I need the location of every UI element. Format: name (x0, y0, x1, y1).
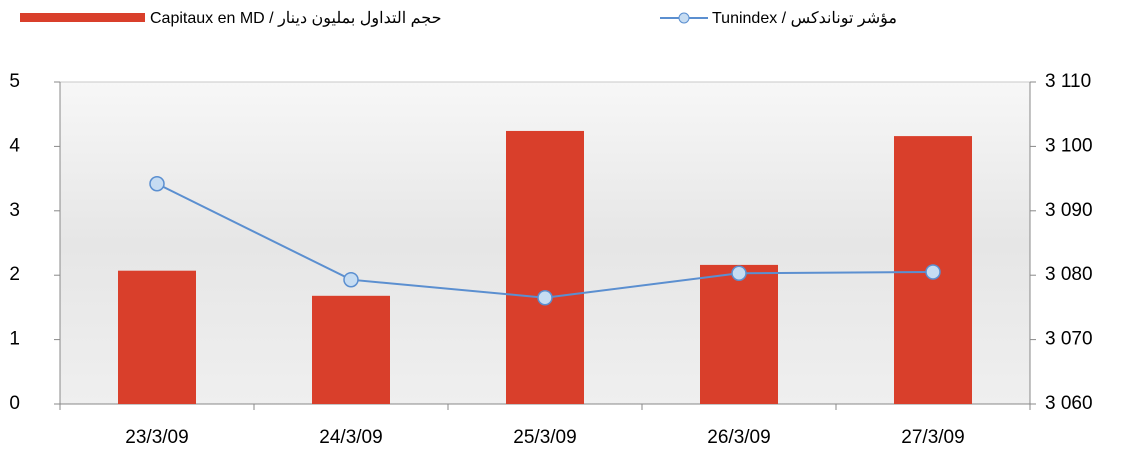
legend-label: Capitaux en MD / حجم التداول بمليون دينا… (150, 10, 441, 27)
y-tick-label: 2 (9, 264, 20, 285)
line-point (926, 265, 940, 279)
line-point (150, 177, 164, 191)
x-tick-label: 25/3/09 (513, 427, 576, 448)
y-tick-label: 3 (9, 200, 20, 221)
line-point (732, 266, 746, 280)
legend-swatch (20, 13, 145, 22)
x-tick-label: 24/3/09 (319, 427, 382, 448)
bar (118, 271, 196, 404)
y-tick-label: 5 (9, 71, 20, 92)
bar (700, 265, 778, 404)
bar (506, 131, 584, 404)
y2-tick-label: 3 070 (1045, 329, 1093, 350)
y2-tick-label: 3 060 (1045, 393, 1093, 414)
legend: Capitaux en MD / حجم التداول بمليون دينا… (20, 10, 897, 27)
legend-swatch (679, 13, 689, 23)
line-point (538, 291, 552, 305)
bar (312, 296, 390, 404)
y-tick-label: 4 (9, 135, 20, 156)
y2-tick-label: 3 110 (1045, 71, 1091, 92)
x-tick-label: 26/3/09 (707, 427, 770, 448)
y2-tick-label: 3 080 (1045, 264, 1093, 285)
legend-label: Tunindex / مؤشر توناندكس (712, 10, 897, 27)
y-tick-label: 0 (9, 393, 20, 414)
y-tick-label: 1 (9, 329, 20, 350)
y2-tick-label: 3 090 (1045, 200, 1093, 221)
chart: Capitaux en MD / حجم التداول بمليون دينا… (0, 0, 1139, 454)
x-tick-label: 23/3/09 (125, 427, 188, 448)
y2-tick-label: 3 100 (1045, 135, 1093, 156)
x-tick-label: 27/3/09 (901, 427, 964, 448)
line-point (344, 273, 358, 287)
